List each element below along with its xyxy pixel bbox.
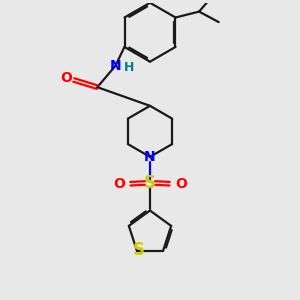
Text: N: N — [144, 150, 156, 164]
Text: O: O — [175, 177, 187, 191]
Text: S: S — [144, 174, 156, 192]
Text: O: O — [61, 71, 73, 85]
Text: H: H — [124, 61, 134, 74]
Text: O: O — [113, 177, 125, 191]
Text: S: S — [133, 241, 145, 259]
Text: N: N — [110, 59, 121, 73]
